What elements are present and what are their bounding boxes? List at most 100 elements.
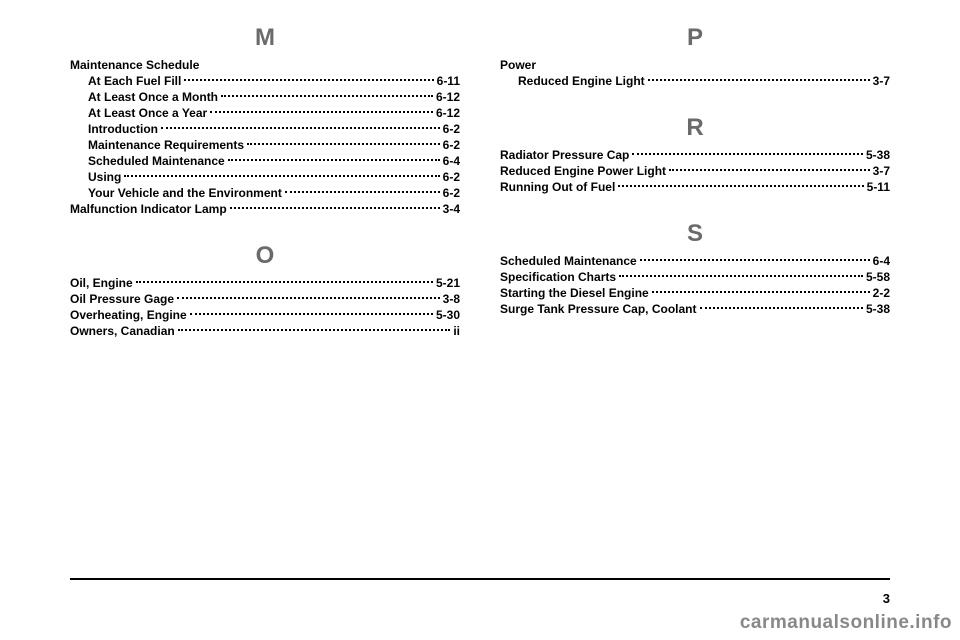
section-letter: M — [70, 24, 460, 52]
entry-page: 3-8 — [443, 292, 460, 306]
leader-dots — [136, 281, 433, 283]
index-entry: Starting the Diesel Engine 2-2 — [500, 286, 890, 300]
index-entry: Scheduled Maintenance 6-4 — [70, 154, 460, 168]
index-entry: At Least Once a Year 6-12 — [70, 106, 460, 120]
entry-label: Oil Pressure Gage — [70, 292, 174, 306]
entry-label: Specification Charts — [500, 270, 616, 284]
left-column: M Maintenance Schedule At Each Fuel Fill 6-… — [70, 24, 460, 640]
right-column: P Power Reduced Engine Light 3-7 R Radiator P… — [500, 24, 890, 640]
index-entry: Using 6-2 — [70, 170, 460, 184]
entry-label: Malfunction Indicator Lamp — [70, 202, 227, 216]
section-letter: S — [500, 220, 890, 248]
entry-label: Owners, Canadian — [70, 324, 175, 338]
entry-label: Surge Tank Pressure Cap, Coolant — [500, 302, 697, 316]
leader-dots — [124, 175, 439, 177]
entry-page: 3-7 — [873, 74, 890, 88]
page-number: 3 — [883, 591, 890, 606]
entry-label: At Each Fuel Fill — [88, 74, 181, 88]
section-letter: P — [500, 24, 890, 52]
footer-rule — [70, 578, 890, 580]
entry-page: 5-38 — [866, 302, 890, 316]
entry-label: At Least Once a Month — [88, 90, 218, 104]
leader-dots — [648, 79, 870, 81]
entry-page: 6-12 — [436, 106, 460, 120]
index-entry: Owners, Canadian ii — [70, 324, 460, 338]
entry-label: Reduced Engine Light — [518, 74, 645, 88]
index-entry: Introduction 6-2 — [70, 122, 460, 136]
entry-label: At Least Once a Year — [88, 106, 207, 120]
section-spacer — [500, 90, 890, 110]
index-entry: Your Vehicle and the Environment 6-2 — [70, 186, 460, 200]
entry-label: Overheating, Engine — [70, 308, 187, 322]
section-spacer — [500, 196, 890, 216]
leader-dots — [700, 307, 863, 309]
watermark: carmanualsonline.info — [740, 612, 952, 634]
leader-dots — [177, 297, 440, 299]
index-entry: Reduced Engine Light 3-7 — [500, 74, 890, 88]
index-entry: Specification Charts 5-58 — [500, 270, 890, 284]
entry-label: Scheduled Maintenance — [88, 154, 225, 168]
leader-dots — [632, 153, 863, 155]
entry-page: 5-58 — [866, 270, 890, 284]
index-entry: Surge Tank Pressure Cap, Coolant 5-38 — [500, 302, 890, 316]
entry-page: 5-30 — [436, 308, 460, 322]
leader-dots — [285, 191, 440, 193]
group-header: Maintenance Schedule — [70, 58, 460, 72]
leader-dots — [210, 111, 433, 113]
index-entry: Overheating, Engine 5-30 — [70, 308, 460, 322]
index-entry: Malfunction Indicator Lamp 3-4 — [70, 202, 460, 216]
leader-dots — [221, 95, 433, 97]
entry-page: 6-2 — [443, 138, 460, 152]
section-spacer — [70, 218, 460, 238]
entry-page: 2-2 — [873, 286, 890, 300]
entry-label: Starting the Diesel Engine — [500, 286, 649, 300]
leader-dots — [652, 291, 870, 293]
entry-page: 6-4 — [443, 154, 460, 168]
entry-label: Oil, Engine — [70, 276, 133, 290]
entry-label: Your Vehicle and the Environment — [88, 186, 282, 200]
section-letter: R — [500, 114, 890, 142]
index-entry: Running Out of Fuel 5-11 — [500, 180, 890, 194]
leader-dots — [247, 143, 440, 145]
entry-page: 6-11 — [437, 74, 460, 88]
entry-page: 5-21 — [436, 276, 460, 290]
leader-dots — [230, 207, 440, 209]
leader-dots — [619, 275, 863, 277]
index-entry: Maintenance Requirements 6-2 — [70, 138, 460, 152]
entry-page: 3-7 — [873, 164, 890, 178]
entry-page: ii — [453, 324, 460, 338]
leader-dots — [640, 259, 870, 261]
index-entry: At Least Once a Month 6-12 — [70, 90, 460, 104]
leader-dots — [228, 159, 440, 161]
index-entry: Oil, Engine 5-21 — [70, 276, 460, 290]
leader-dots — [178, 329, 451, 331]
entry-page: 6-2 — [443, 186, 460, 200]
entry-page: 6-12 — [436, 90, 460, 104]
section-letter: O — [70, 242, 460, 270]
index-entry: Radiator Pressure Cap 5-38 — [500, 148, 890, 162]
entry-label: Scheduled Maintenance — [500, 254, 637, 268]
entry-label: Introduction — [88, 122, 158, 136]
entry-page: 5-38 — [866, 148, 890, 162]
leader-dots — [669, 169, 870, 171]
index-entry: At Each Fuel Fill 6-11 — [70, 74, 460, 88]
index-page: M Maintenance Schedule At Each Fuel Fill 6-… — [0, 0, 960, 640]
leader-dots — [618, 185, 863, 187]
leader-dots — [190, 313, 433, 315]
entry-label: Using — [88, 170, 121, 184]
entry-page: 6-2 — [443, 122, 460, 136]
entry-page: 5-11 — [867, 180, 890, 194]
index-columns: M Maintenance Schedule At Each Fuel Fill 6-… — [70, 24, 890, 640]
entry-label: Running Out of Fuel — [500, 180, 615, 194]
index-entry: Oil Pressure Gage 3-8 — [70, 292, 460, 306]
leader-dots — [161, 127, 440, 129]
entry-label: Reduced Engine Power Light — [500, 164, 666, 178]
entry-label: Radiator Pressure Cap — [500, 148, 629, 162]
entry-page: 6-4 — [873, 254, 890, 268]
group-header: Power — [500, 58, 890, 72]
index-entry: Scheduled Maintenance 6-4 — [500, 254, 890, 268]
entry-page: 6-2 — [443, 170, 460, 184]
entry-page: 3-4 — [443, 202, 460, 216]
index-entry: Reduced Engine Power Light 3-7 — [500, 164, 890, 178]
entry-label: Maintenance Requirements — [88, 138, 244, 152]
